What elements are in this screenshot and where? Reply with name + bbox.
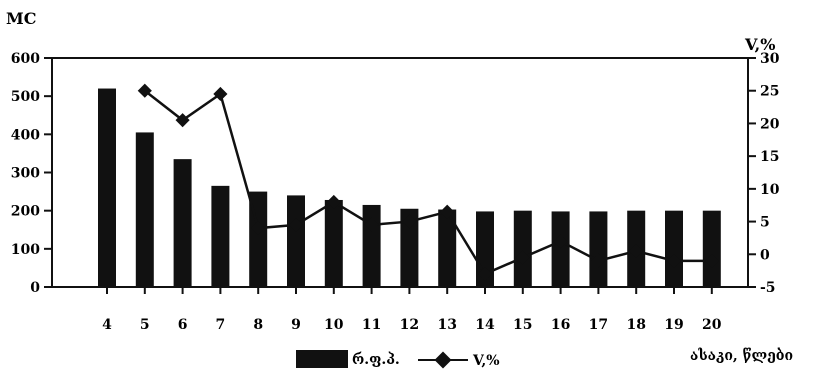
plot-area: 0 100 200 300 400 500 600 -5 0 5 10 15 20 25 30 4 5 6 7 8 9 1… xyxy=(11,51,780,333)
y-left-tick-label: 600 xyxy=(11,51,40,67)
x-tick-label: 5 xyxy=(140,317,150,333)
x-tick-label: 8 xyxy=(253,317,263,333)
bar xyxy=(211,185,230,287)
y-right-tick-label: 5 xyxy=(760,215,770,231)
x-tick-label: 7 xyxy=(216,317,226,333)
line-point xyxy=(591,253,606,268)
line-point xyxy=(251,221,266,236)
y-left-tick-label: 300 xyxy=(11,166,40,182)
bar xyxy=(324,199,343,287)
x-axis-label: ასაკი, წლები xyxy=(690,348,793,364)
bar xyxy=(98,88,116,288)
x-tick-label: 6 xyxy=(178,317,188,333)
line-point xyxy=(364,217,379,232)
bar xyxy=(135,132,154,287)
line-point xyxy=(440,204,455,219)
legend-line-label: V,% xyxy=(472,353,500,369)
y-right-tick-label: 15 xyxy=(760,149,779,165)
legend-line-marker xyxy=(434,351,452,369)
line-point xyxy=(515,250,530,265)
y-left-tick-label: 100 xyxy=(11,242,40,258)
x-tick-label: 17 xyxy=(589,317,608,333)
x-tick-label: 20 xyxy=(702,317,722,333)
x-tick-label: 16 xyxy=(551,317,570,333)
left-axis-label: MC xyxy=(6,9,36,28)
x-tick-label: 18 xyxy=(626,317,645,333)
y-right-tick-label: 20 xyxy=(760,116,780,132)
x-tick-label: 4 xyxy=(102,317,112,333)
line-point xyxy=(213,86,228,102)
x-tick-label: 15 xyxy=(513,317,532,333)
bar xyxy=(702,210,721,287)
line-point xyxy=(666,253,682,268)
bar xyxy=(513,210,532,287)
y-left-tick-label: 200 xyxy=(11,204,40,220)
line-point xyxy=(326,194,341,210)
line-point xyxy=(402,214,417,229)
line-point xyxy=(288,217,304,232)
line-series xyxy=(144,89,712,276)
x-tick-label: 13 xyxy=(437,317,456,333)
y-right-tick-label: 30 xyxy=(760,51,780,67)
x-tick-label: 14 xyxy=(475,317,495,333)
y-right-tick-label: -5 xyxy=(760,280,776,296)
line-point xyxy=(477,266,493,281)
bar xyxy=(665,210,683,287)
x-tick-label: 12 xyxy=(400,317,419,333)
line-point xyxy=(629,243,644,259)
x-tick-label: 10 xyxy=(324,317,344,333)
y-left-tick-label: 0 xyxy=(30,280,40,296)
bar xyxy=(589,211,608,287)
line-point xyxy=(553,234,568,249)
y-left-tick-label: 400 xyxy=(11,127,40,143)
line-point xyxy=(704,253,719,268)
y-right-tick-label: 25 xyxy=(760,84,779,100)
bar xyxy=(362,204,381,287)
x-tick-label: 11 xyxy=(362,317,381,333)
y-right-tick-label: 0 xyxy=(760,247,770,263)
bar xyxy=(551,211,570,287)
y-right-tick-label: 10 xyxy=(760,182,780,198)
bar xyxy=(287,195,305,287)
legend: რ.ფ.პ. V,% xyxy=(296,350,500,369)
bar xyxy=(400,208,419,287)
bar xyxy=(173,159,192,287)
right-axis-label: V,% xyxy=(744,35,775,54)
bar xyxy=(438,209,457,287)
y-left-tick-label: 500 xyxy=(11,89,40,105)
x-tick-label: 9 xyxy=(291,317,301,333)
legend-bar-label: რ.ფ.პ. xyxy=(352,352,400,368)
legend-bar-swatch xyxy=(296,350,348,368)
x-tick-label: 19 xyxy=(664,317,683,333)
